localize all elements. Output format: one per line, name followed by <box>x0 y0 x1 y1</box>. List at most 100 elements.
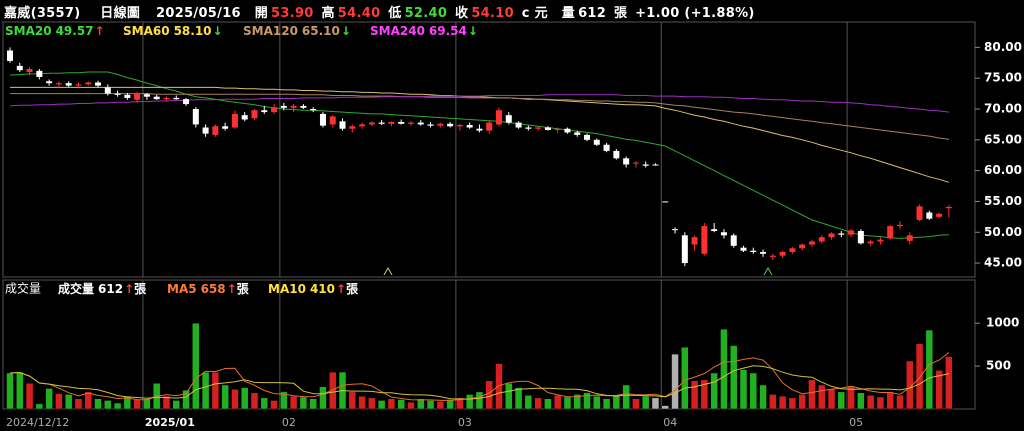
legend-name: MA5 <box>167 282 197 296</box>
candle-body <box>65 83 72 86</box>
candle-body <box>319 113 326 126</box>
ma-line <box>10 93 949 140</box>
candle-body <box>691 237 698 245</box>
candle-body <box>456 125 463 127</box>
volume-title: 成交量 <box>5 281 41 296</box>
legend-arrow: ↓ <box>468 24 478 38</box>
volume-bar <box>426 400 435 410</box>
volume-bar <box>368 397 376 410</box>
candle-body <box>290 105 297 108</box>
candle-body <box>36 70 43 77</box>
candle-body <box>652 164 659 166</box>
candle-body <box>720 232 727 236</box>
volume-bar <box>681 346 689 410</box>
candle-body <box>16 65 23 71</box>
candle-body <box>828 233 835 238</box>
change: +1.00 (+1.88%) <box>635 6 755 21</box>
legend-unit: 張 <box>346 282 359 296</box>
close: 54.10 <box>471 6 514 21</box>
candle-body <box>740 247 747 251</box>
price-panel <box>2 21 976 278</box>
open-label: 開 <box>254 6 269 21</box>
volume-bar <box>700 379 709 410</box>
legend-name: MA10 <box>268 282 306 296</box>
candle-body <box>447 123 454 127</box>
legend-item: SMA60 58.10↓ <box>123 24 223 38</box>
volume-bar <box>35 403 44 410</box>
volume-bar <box>544 398 552 410</box>
volume-bar <box>769 394 777 410</box>
candle-body <box>329 116 336 125</box>
low-label: 低 <box>388 6 402 21</box>
candle-body <box>476 128 483 131</box>
candle-body <box>143 94 150 97</box>
candle-body <box>114 93 121 95</box>
candle-body <box>7 50 13 61</box>
candle-body <box>173 97 180 100</box>
date: 2025/05/16 <box>156 6 241 21</box>
legend-item: MA10 410↑張 <box>268 282 359 296</box>
candle-body <box>417 122 424 125</box>
volume-bar <box>25 383 34 410</box>
candle-body <box>388 121 395 124</box>
volume-bar <box>729 345 738 410</box>
candle-body <box>877 239 884 242</box>
candle-body <box>818 237 825 242</box>
candle-body <box>359 124 366 127</box>
candle-body <box>662 201 669 203</box>
volume-bar <box>886 391 894 410</box>
candle-body <box>261 110 268 113</box>
candle-body <box>124 94 131 98</box>
candle-body <box>505 115 512 123</box>
candle-body <box>300 105 307 108</box>
volume-bar <box>299 396 308 410</box>
volume-bar <box>45 388 53 410</box>
candle-body <box>231 113 238 128</box>
candle-body <box>642 164 649 166</box>
volume-bar <box>485 380 493 410</box>
volume-bar <box>602 398 611 410</box>
candle-body <box>26 68 33 73</box>
volume-bar <box>221 384 229 410</box>
candle-body <box>593 139 600 145</box>
volume-unit: 張 <box>613 6 628 21</box>
x-tick-label: 03 <box>458 416 472 429</box>
legend-arrow: ↑ <box>227 282 237 296</box>
candle-body <box>926 212 933 219</box>
candle-body <box>750 250 757 252</box>
volume-bar <box>260 397 269 410</box>
ma-line <box>9 71 949 239</box>
x-tick-label: 2024/12/12 <box>6 416 69 429</box>
candle-body <box>222 126 229 129</box>
candle-body <box>85 82 92 85</box>
ma-line <box>9 352 950 401</box>
volume-bar <box>94 398 102 410</box>
volume-bar <box>915 343 924 410</box>
volume-bar <box>935 370 943 410</box>
candle-body <box>535 127 542 129</box>
volume-bar <box>808 379 816 410</box>
volume-bar <box>417 398 425 410</box>
high: 54.40 <box>337 6 381 21</box>
candle-body <box>104 87 111 94</box>
volume-bar <box>857 392 865 410</box>
volume-bar <box>309 398 317 410</box>
legend-arrow: ↑ <box>124 282 134 296</box>
marker <box>383 266 393 276</box>
volume-bar <box>945 356 953 410</box>
candle-body <box>760 251 767 254</box>
y-tick-label: 70.00 <box>984 102 1022 116</box>
y-tick-label: 55.00 <box>984 194 1022 208</box>
candle-body <box>163 97 170 100</box>
y-tick-label: 65.00 <box>984 132 1022 146</box>
volume-bar <box>563 396 572 410</box>
candle-body <box>310 109 317 111</box>
candle-body <box>584 134 591 140</box>
legend-value: 410 <box>310 282 335 296</box>
volume-bar <box>651 397 660 410</box>
candle-body <box>525 127 532 129</box>
volume-bar <box>778 395 787 410</box>
open: 53.90 <box>271 6 314 21</box>
